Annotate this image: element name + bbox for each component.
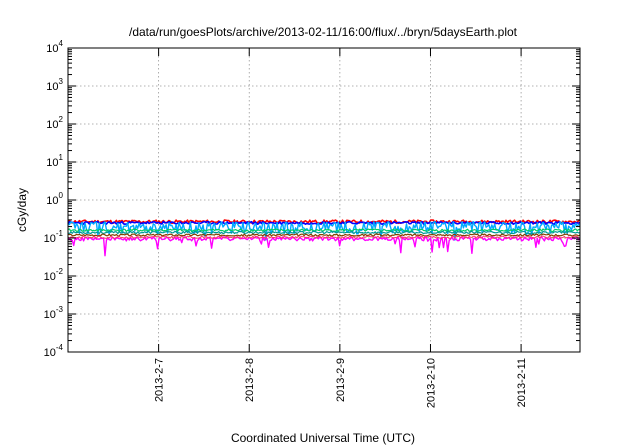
x-tick-label: 2013-2-7 bbox=[154, 358, 166, 402]
x-tick-label: 2013-2-10 bbox=[425, 358, 437, 408]
series-line bbox=[67, 235, 580, 239]
chart-title: /data/run/goesPlots/archive/2013-02-11/1… bbox=[129, 25, 518, 39]
x-ticks: 2013-2-7 2013-2-8 2013-2-9 2013-2-10 2013-2-… bbox=[154, 48, 528, 408]
series-line bbox=[67, 236, 581, 257]
x-axis-label: Coordinated Universal Time (UTC) bbox=[231, 431, 415, 445]
y-tick-label: 103 bbox=[46, 77, 63, 93]
y-tick-label: 102 bbox=[46, 115, 63, 131]
series-line bbox=[68, 220, 581, 241]
series-line bbox=[67, 228, 581, 233]
y-tick-label: 104 bbox=[46, 39, 63, 55]
y-tick-label: 10-3 bbox=[44, 305, 64, 321]
y-tick-label: 10-2 bbox=[44, 267, 64, 283]
y-tick-label: 100 bbox=[46, 191, 63, 207]
y-tick-label: 10-4 bbox=[44, 343, 64, 359]
x-tick-label: 2013-2-8 bbox=[244, 358, 256, 402]
y-axis-label: cGy/day bbox=[15, 188, 29, 232]
grid bbox=[68, 48, 580, 352]
x-tick-label: 2013-2-9 bbox=[335, 358, 347, 402]
x-tick-label: 2013-2-11 bbox=[516, 358, 528, 407]
y-ticks: 10-4 10-3 10-2 10-1 100 101 102 103 104 bbox=[44, 39, 580, 359]
series-line bbox=[67, 230, 581, 235]
y-tick-label: 10-1 bbox=[44, 229, 64, 245]
series-line bbox=[67, 233, 581, 237]
y-tick-label: 101 bbox=[46, 153, 63, 169]
series-layer bbox=[67, 219, 581, 257]
